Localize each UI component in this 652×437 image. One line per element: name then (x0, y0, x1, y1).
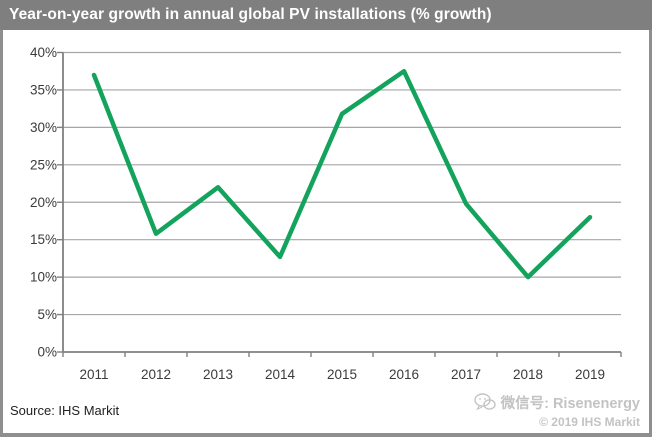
y-tick-label: 0% (37, 345, 57, 360)
y-tick-label: 35% (30, 82, 57, 97)
chart-title-bar: Year-on-year growth in annual global PV … (0, 0, 652, 30)
growth-line-series (91, 68, 593, 280)
y-tick-label: 5% (37, 307, 57, 322)
x-tick-label: 2018 (513, 367, 543, 382)
y-tick-label: 15% (30, 232, 57, 247)
x-tick-label: 2014 (265, 367, 296, 382)
y-tick-label: 40% (30, 45, 57, 60)
wechat-icon (473, 393, 496, 415)
x-tick-label: 2017 (451, 367, 481, 382)
y-tick-label: 20% (30, 195, 57, 210)
y-tick-label: 30% (30, 120, 57, 135)
x-tick-label: 2015 (327, 367, 357, 382)
x-tick-label: 2013 (203, 367, 233, 382)
x-tick-label: 2011 (79, 367, 108, 382)
y-tick-label: 25% (30, 157, 57, 172)
watermark-wechat-label: 微信号: Risenenergy (500, 395, 640, 412)
source-label: Source: IHS Markit (10, 403, 120, 418)
chart-title: Year-on-year growth in annual global PV … (9, 6, 492, 23)
x-tick-label: 2016 (389, 367, 419, 382)
x-tick-label: 2012 (141, 367, 171, 382)
watermark: 微信号: Risenenergy © 2019 IHS Markit (473, 393, 640, 430)
watermark-copyright: © 2019 IHS Markit (539, 415, 640, 429)
x-tick-label: 2019 (575, 367, 605, 382)
y-tick-label: 10% (30, 270, 57, 285)
